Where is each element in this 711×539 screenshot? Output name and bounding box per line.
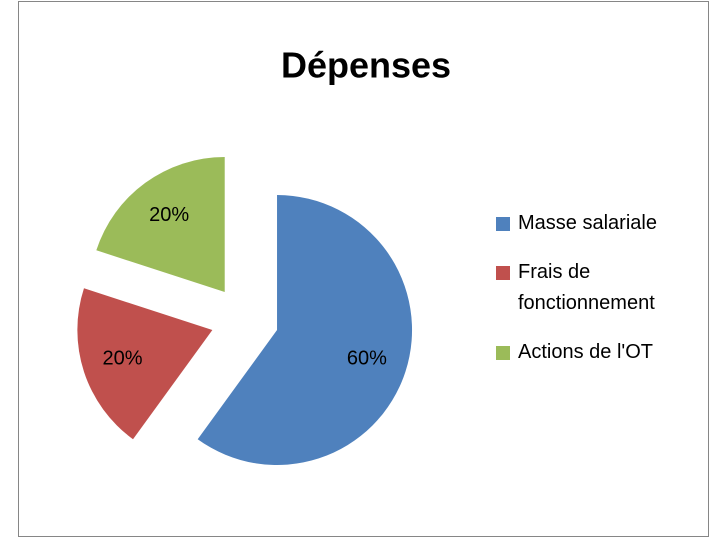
chart-title: Dépenses (281, 45, 451, 86)
legend: Masse salariale Frais de fonctionnement Ac… (496, 208, 696, 386)
pie-slice (77, 288, 213, 440)
pie-slice (197, 195, 413, 466)
data-label: 20% (102, 347, 142, 369)
legend-swatch (496, 266, 510, 280)
legend-label: Masse salariale (518, 212, 657, 234)
data-label: 20% (149, 204, 189, 226)
pie-slice (96, 156, 225, 292)
legend-label: Frais de fonctionnement (518, 261, 655, 314)
data-label: 60% (347, 347, 387, 369)
legend-item: Actions de l'OT (496, 337, 696, 368)
legend-swatch (496, 346, 510, 360)
legend-swatch (496, 217, 510, 231)
legend-item: Frais de fonctionnement (496, 257, 696, 319)
legend-label: Actions de l'OT (518, 341, 653, 363)
legend-item: Masse salariale (496, 208, 696, 239)
